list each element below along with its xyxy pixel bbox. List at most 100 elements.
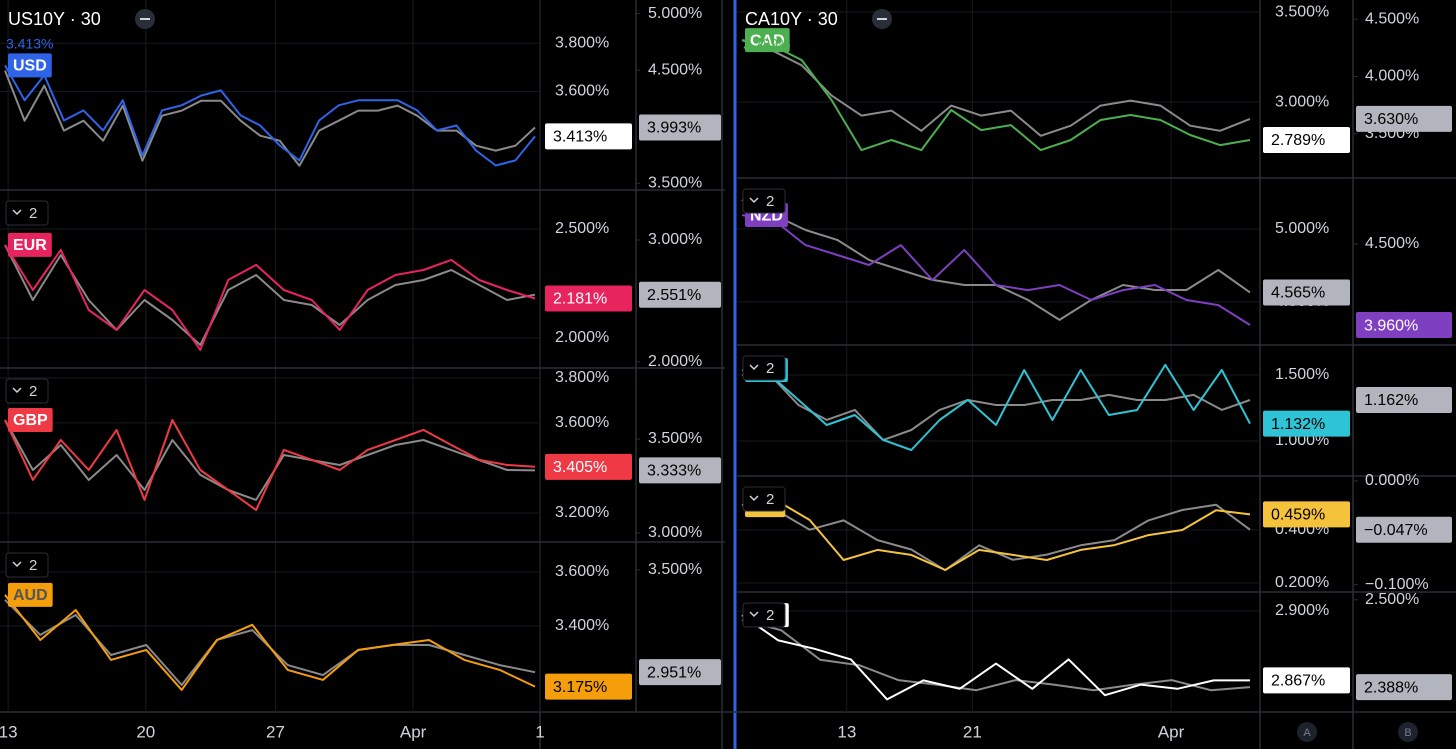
y-tick-label: 3.600% [555, 83, 609, 100]
series-line [741, 39, 1251, 152]
series-tag [8, 53, 52, 78]
y-tick-label: 3.800% [555, 369, 609, 386]
y-tick-label: 3.400% [555, 617, 609, 634]
x-tick-label: 1 [535, 722, 544, 741]
series-line [741, 363, 1251, 451]
pane-count: 2 [29, 557, 37, 574]
y2-tick-label: 3.500% [648, 561, 702, 578]
pane-count: 2 [766, 193, 774, 210]
last-value-badge [1263, 279, 1350, 306]
last-value-label: 3.333% [647, 463, 701, 480]
series-line [741, 214, 1251, 326]
series-tag [8, 232, 52, 257]
y2-tick-label: 4.500% [1365, 10, 1419, 27]
series-name: EUR [13, 237, 47, 254]
last-value-label: 2.551% [647, 287, 701, 304]
x-tick-label: 21 [963, 722, 982, 741]
y-tick-label: 2.000% [555, 329, 609, 346]
pane-count: 2 [29, 205, 37, 222]
series-line [4, 244, 536, 351]
y-tick-label: 3.200% [555, 504, 609, 521]
last-value-label: 1.162% [1364, 392, 1418, 409]
last-value-badge [639, 457, 721, 484]
pane-toggle [742, 486, 786, 512]
scale-button-label[interactable]: B [1404, 727, 1411, 739]
series-line [4, 594, 536, 691]
y-tick-label: 3.600% [555, 563, 609, 580]
series-name: GBP [13, 412, 48, 429]
series-tag [8, 407, 53, 432]
series-line [4, 64, 536, 167]
y2-tick-label: 3.000% [648, 524, 702, 541]
chevron [12, 561, 22, 568]
pane-toggle [5, 552, 49, 578]
y2-tick-label: 0.000% [1365, 472, 1419, 489]
last-value-badge [639, 281, 721, 308]
last-value-label: 2.181% [553, 291, 607, 308]
series-name: AUD [13, 587, 48, 604]
chevron [12, 209, 22, 216]
chevron [749, 611, 759, 618]
last-value-label: 3.413% [553, 129, 607, 146]
last-value-label: 2.951% [647, 664, 701, 681]
y2-tick-label: 2.000% [648, 353, 702, 370]
last-value-badge [545, 285, 632, 312]
chevron [749, 197, 759, 204]
y2-tick-label: 5.000% [648, 5, 702, 22]
x-tick-label: Apr [400, 722, 427, 741]
pane-toggle [5, 200, 49, 226]
last-value-badge [545, 453, 632, 480]
y-tick-label: 3.000% [1275, 93, 1329, 110]
series-line [741, 499, 1251, 571]
last-value-badge [1356, 312, 1452, 339]
last-value-badge [1263, 127, 1350, 154]
last-value-label: 3.175% [553, 679, 607, 696]
last-value-label: 2.789% [1271, 132, 1325, 149]
last-value-badge [1263, 410, 1350, 437]
chart-title: US10Y · 30 [8, 9, 101, 29]
chevron [749, 364, 759, 371]
series-line [4, 419, 536, 511]
pane-toggle [5, 378, 49, 404]
pane-toggle [742, 602, 786, 628]
last-value-badge [545, 123, 632, 150]
series-tag [8, 582, 53, 607]
last-value-badge [1263, 667, 1350, 694]
series-line [4, 419, 536, 501]
y-tick-label: 0.200% [1275, 574, 1329, 591]
x-tick-label: 13 [837, 722, 856, 741]
last-value-badge [1263, 501, 1350, 528]
y2-tick-label: 3.000% [648, 231, 702, 248]
last-value-badge [639, 114, 721, 141]
scale-button [1297, 722, 1317, 742]
pane-toggle [742, 355, 786, 381]
y-tick-label: 2.900% [1275, 602, 1329, 619]
y-tick-label: 3.800% [555, 35, 609, 52]
last-value-badge [1356, 386, 1452, 413]
last-value-label: 3.993% [647, 120, 701, 137]
last-value-label: 0.459% [1271, 507, 1325, 524]
y2-tick-label: −0.100% [1365, 576, 1429, 593]
last-value-badge [1356, 105, 1452, 132]
last-value-badge [639, 659, 721, 686]
pane-toggle [742, 188, 786, 214]
y-tick-label: 3.600% [555, 414, 609, 431]
series-line [741, 619, 1251, 692]
last-value-label: 3.960% [1364, 317, 1418, 334]
y2-tick-label: 4.000% [1365, 68, 1419, 85]
current-value: 2.789% [743, 36, 790, 52]
x-tick-label: 27 [266, 722, 285, 741]
y2-tick-label: 3.500% [648, 430, 702, 447]
series-tag [745, 28, 790, 53]
pane-count: 2 [766, 491, 774, 508]
last-value-label: −0.047% [1364, 522, 1428, 539]
last-value-label: 2.867% [1271, 673, 1325, 690]
y2-tick-label: 4.500% [1365, 235, 1419, 252]
y-tick-label: 3.500% [1275, 3, 1329, 20]
current-value: 3.413% [6, 36, 53, 52]
y-tick-label: 1.500% [1275, 366, 1329, 383]
scale-button-label[interactable]: A [1303, 727, 1311, 739]
last-value-label: 1.132% [1271, 416, 1325, 433]
